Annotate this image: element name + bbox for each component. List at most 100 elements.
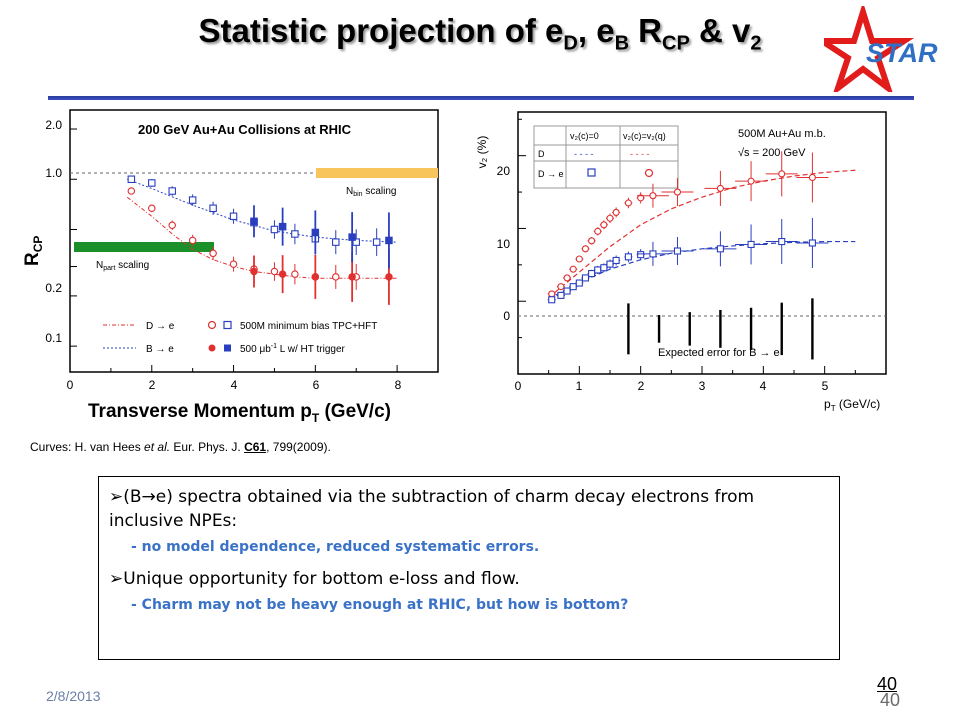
v2-point-red [600, 221, 608, 229]
rcp-point-red-open [332, 273, 340, 281]
xtick-8: 8 [395, 378, 402, 392]
table-row-de: D → e [538, 169, 564, 179]
v2-point-blue [624, 253, 632, 261]
rcp-point-blue-open [127, 175, 136, 184]
nbin-band [316, 168, 438, 178]
ytick-2-0: 2.0 [45, 118, 62, 132]
rcp-chart: 200 GeV Au+Au Collisions at RHIC Nbin sc… [22, 109, 439, 425]
rcp-point-red-closed [311, 273, 320, 281]
npart-scaling-label: Npart scaling [96, 260, 149, 272]
v2-point-blue [588, 270, 596, 278]
rcp-point-red-open [148, 204, 156, 213]
nbin-scaling-label: Nbin scaling [346, 186, 396, 198]
rcp-point-blue-open [270, 225, 279, 234]
rcp-point-blue-open [168, 187, 176, 195]
table-dash-1: - - - - [574, 149, 594, 159]
v2-point-red [575, 255, 583, 263]
table-header-2: v₂(c)=v₂(q) [623, 131, 666, 141]
rcp-legend: D → e B → e 500M minimum bias TPC+HFT 50… [103, 320, 377, 355]
v2-point-red [747, 177, 755, 185]
rcp-point-red-closed [278, 270, 287, 278]
v2-point-red [649, 192, 657, 200]
v2-point-red [563, 274, 571, 282]
rcp-ylabel: RCP [22, 236, 45, 266]
v2-point-blue [673, 247, 682, 255]
rcp-point-red-open [291, 270, 299, 278]
v2-point-blue [594, 266, 602, 274]
table-dash-2: - - - - [630, 149, 650, 159]
v2-ytick-20: 20 [497, 164, 511, 178]
rcp-point-red-closed [250, 267, 258, 276]
v2-point-red [808, 173, 816, 182]
v2-point-blue [569, 283, 577, 291]
v2-point-blue [606, 260, 614, 268]
info-line-1: 500M Au+Au m.b. [738, 128, 826, 140]
ytick-0-1: 0.1 [45, 331, 62, 345]
v2-xtick-2: 2 [638, 379, 645, 393]
v2-point-blue [716, 245, 724, 253]
v2-point-blue [575, 279, 583, 287]
rcp-point-blue-open [148, 179, 156, 187]
v2-point-blue [563, 287, 571, 295]
v2-point-blue [612, 256, 620, 265]
v2-chart: v₂(c)=0 v₂(c)=v₂(q) D - - - - - - - - D … [475, 111, 887, 413]
v2-point-red [673, 188, 682, 196]
slide-title: Statistic projection of eD, eB RCP & v2 [198, 12, 762, 55]
bullet-2: ➢Unique opportunity for bottom e-loss an… [109, 569, 520, 589]
v2-ytick-0: 0 [503, 309, 510, 323]
v2-xtick-3: 3 [699, 379, 706, 393]
rcp-point-red-open [188, 236, 197, 245]
rcp-point-blue-closed [311, 228, 320, 237]
rcp-point-blue-open [332, 238, 340, 246]
error-label: Expected error for B → e [658, 347, 780, 359]
rcp-point-blue-closed [278, 222, 287, 231]
v2-ylabel: v₂ (%) [475, 136, 489, 169]
rcp-point-red-open [168, 221, 176, 230]
rcp-point-blue-closed [348, 233, 356, 241]
v2-curve [548, 169, 856, 299]
rcp-xlabel: Transverse Momentum pT (GeV/c) [88, 401, 391, 425]
rcp-point-red-open [270, 267, 279, 276]
rcp-point-blue-open [229, 212, 238, 221]
rcp-point-blue-open [372, 238, 381, 246]
curve-b-to-e [127, 178, 398, 243]
xtick-2: 2 [149, 378, 156, 392]
xtick-0: 0 [67, 378, 74, 392]
v2-xtick-1: 1 [576, 379, 583, 393]
v2-xlabel: pT (GeV/c) [824, 397, 880, 413]
footer-date: 2/8/2013 [46, 688, 101, 704]
rcp-header: 200 GeV Au+Au Collisions at RHIC [138, 122, 352, 137]
v2-point-red [569, 265, 577, 273]
v2-point-red [612, 208, 620, 216]
rcp-point-blue-closed [250, 217, 258, 226]
sub-point-2: - Charm may not be heavy enough at RHIC,… [131, 597, 629, 613]
rcp-point-red-open [229, 260, 238, 268]
rcp-point-blue-open [209, 204, 217, 213]
star-logo-icon [824, 6, 915, 92]
sub-point-1: - no model dependence, reduced systemati… [131, 539, 540, 555]
v2-ytick-10: 10 [497, 237, 511, 251]
v2-point-red [624, 199, 632, 207]
rcp-point-blue-open [291, 230, 299, 238]
v2-point-blue [747, 240, 755, 249]
page-number-underlined: 40 [877, 674, 898, 694]
rcp-point-blue-open [188, 196, 197, 204]
v2-point-red [637, 194, 645, 202]
rcp-point-red-closed [385, 273, 393, 281]
bullet-1: ➢(B→e) spectra obtained via the subtract… [109, 487, 755, 531]
v2-xtick-5: 5 [822, 379, 829, 393]
citation-caption: Curves: H. van Hees et al. Eur. Phys. J.… [30, 440, 331, 454]
curve-d-to-e [126, 196, 398, 279]
legend-open-markers: 500M minimum bias TPC+HFT [240, 321, 377, 332]
info-line-2: √s = 200 GeV [738, 147, 806, 159]
xtick-6: 6 [313, 378, 320, 392]
page-number: 40 [880, 690, 901, 710]
v2-point-red [716, 184, 724, 192]
rcp-point-red-closed [348, 273, 356, 281]
table-row-d: D [538, 149, 545, 159]
v2-point-red [588, 237, 596, 245]
rcp-point-red-open [127, 187, 136, 195]
v2-point-red [548, 290, 556, 298]
v2-point-red [557, 283, 565, 291]
v2-point-red [594, 227, 602, 235]
